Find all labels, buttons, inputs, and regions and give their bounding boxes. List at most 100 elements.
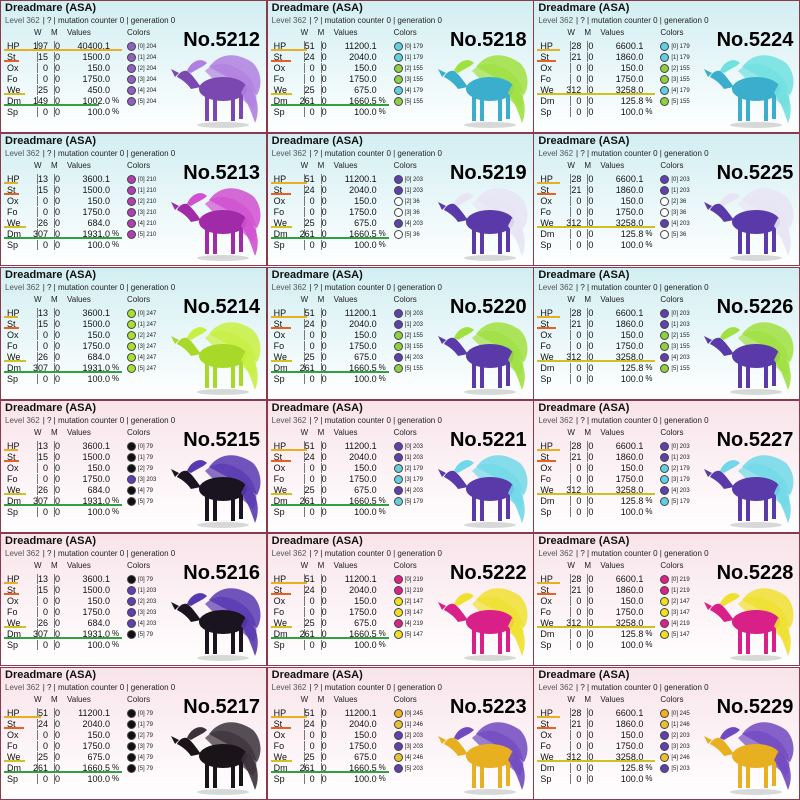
stat-level-bar xyxy=(4,593,19,596)
creature-card: Dreadmare (ASA) Level 362 | ? | mutation c… xyxy=(533,0,800,133)
stat-wild-points: 24 xyxy=(304,585,315,596)
stat-row-dm: Dm 307 0 1931.0% xyxy=(4,362,122,373)
stat-wild-points: 0 xyxy=(576,773,582,784)
stat-name: Dm xyxy=(273,96,288,106)
color-region-label: [0] 203 xyxy=(404,443,424,450)
creature-number: No.5221 xyxy=(449,428,527,451)
stat-name: St xyxy=(273,318,283,329)
stat-name: Ox xyxy=(273,63,286,73)
stat-row-st: St 21 0 1860.0 xyxy=(537,318,655,329)
column-divider xyxy=(587,451,589,462)
stat-row-ox: Ox 0 0 150.0 xyxy=(4,596,122,607)
stat-row-we: We 25 0 675.0 xyxy=(270,85,389,95)
stat-name: Ox xyxy=(540,729,552,740)
stat-row-fo: Fo 0 0 1750.0 xyxy=(537,740,655,751)
column-divider xyxy=(570,440,572,451)
column-divider xyxy=(320,574,322,585)
stat-row-ox: Ox 0 0 150.0 xyxy=(271,196,389,207)
color-swatch xyxy=(127,452,136,462)
color-swatch xyxy=(127,730,136,740)
stat-level-bar xyxy=(270,637,389,640)
header-m: M xyxy=(584,161,591,171)
color-region-label: [0] 203 xyxy=(671,177,690,184)
stat-wild-points: 25 xyxy=(37,751,48,762)
stat-wild-points: 0 xyxy=(42,63,48,73)
stat-name: Ox xyxy=(7,329,19,340)
column-divider xyxy=(37,362,38,373)
stat-row-hp: HP 51 0 11200.1 xyxy=(270,707,389,718)
stat-value: 150.0 xyxy=(354,196,377,207)
column-divider xyxy=(570,96,572,106)
column-divider xyxy=(320,207,322,218)
creature-silhouette xyxy=(437,455,528,528)
stat-percent-sign: % xyxy=(645,495,653,505)
stat-value: 100.0 xyxy=(87,506,110,517)
column-divider xyxy=(303,574,305,585)
color-region-label: [3] 36 xyxy=(404,210,420,217)
color-region-label: [4] 179 xyxy=(671,88,690,94)
column-divider xyxy=(37,207,38,218)
stat-value: 1660.5 xyxy=(349,629,377,640)
stat-value: 11200.1 xyxy=(344,707,377,718)
stat-name: Sp xyxy=(540,107,552,117)
stat-wild-points: 15 xyxy=(37,52,48,62)
stat-row-we: We 25 0 675.0 xyxy=(270,484,389,495)
stat-value: 1750.0 xyxy=(82,207,110,218)
stat-row-we: We 25 0 675.0 xyxy=(270,618,389,629)
column-divider xyxy=(54,41,55,51)
stat-row-hp: HP 51 0 11200.1 xyxy=(270,174,389,185)
color-region-label: [1] 246 xyxy=(671,721,690,728)
color-region-label: [0] 79 xyxy=(138,577,154,584)
stat-value: 100.0 xyxy=(620,240,644,251)
stat-wild-points: 51 xyxy=(304,574,315,585)
column-divider xyxy=(54,585,55,596)
stat-level-bar xyxy=(4,448,18,451)
stat-wild-points: 26 xyxy=(37,351,48,362)
stat-name: St xyxy=(540,52,549,62)
header-colors: Colors xyxy=(127,561,151,571)
stat-mutations: 0 xyxy=(321,473,327,484)
color-swatch xyxy=(393,219,403,229)
color-region-label: [0] 179 xyxy=(404,44,424,50)
creature-level: Level 362 xyxy=(538,282,574,292)
stat-name: Sp xyxy=(540,373,552,384)
color-region-label: [5] 36 xyxy=(404,232,420,239)
creature-number: No.5217 xyxy=(183,695,260,718)
column-divider xyxy=(320,96,322,106)
column-divider xyxy=(570,318,572,329)
column-divider xyxy=(303,462,305,473)
stat-name: Sp xyxy=(7,373,19,384)
color-region-label: [1] 203 xyxy=(404,321,424,328)
column-divider xyxy=(570,473,572,484)
color-region-label: [3] 210 xyxy=(138,210,157,217)
creature-level: Level 362 xyxy=(271,682,307,692)
column-divider xyxy=(320,318,322,329)
stat-row-we: We 312 0 3258.0 xyxy=(537,218,656,229)
color-region-label: [3] 203 xyxy=(138,476,157,483)
stat-wild-points: 0 xyxy=(576,462,582,473)
creature-silhouette xyxy=(437,55,528,128)
color-region-label: [3] 155 xyxy=(404,343,424,350)
stat-name: St xyxy=(7,185,16,196)
stat-value: 3258.0 xyxy=(615,484,644,495)
stat-name: We xyxy=(273,618,287,629)
stat-mutations: 0 xyxy=(321,506,327,517)
stat-mutations: 0 xyxy=(588,640,594,651)
color-swatch xyxy=(393,75,403,84)
column-divider xyxy=(320,85,322,95)
header-m: M xyxy=(317,294,325,304)
creature-meta: | ? | mutation counter 0 | generation 0 xyxy=(576,682,709,692)
stat-name: Dm xyxy=(273,229,288,240)
header-colors: Colors xyxy=(127,28,151,37)
color-swatch xyxy=(393,619,403,629)
stat-wild-points: 0 xyxy=(42,596,48,607)
stat-value: 3258.0 xyxy=(615,751,644,762)
header-values: Values xyxy=(67,161,91,171)
column-divider xyxy=(54,751,55,762)
stat-level-bar xyxy=(4,726,25,729)
column-divider xyxy=(37,618,38,629)
stat-value: 2040.0 xyxy=(349,52,377,62)
stat-wild-points: 0 xyxy=(576,240,582,251)
stat-value: 684.0 xyxy=(87,218,110,229)
stat-value: 11200.1 xyxy=(344,41,377,51)
